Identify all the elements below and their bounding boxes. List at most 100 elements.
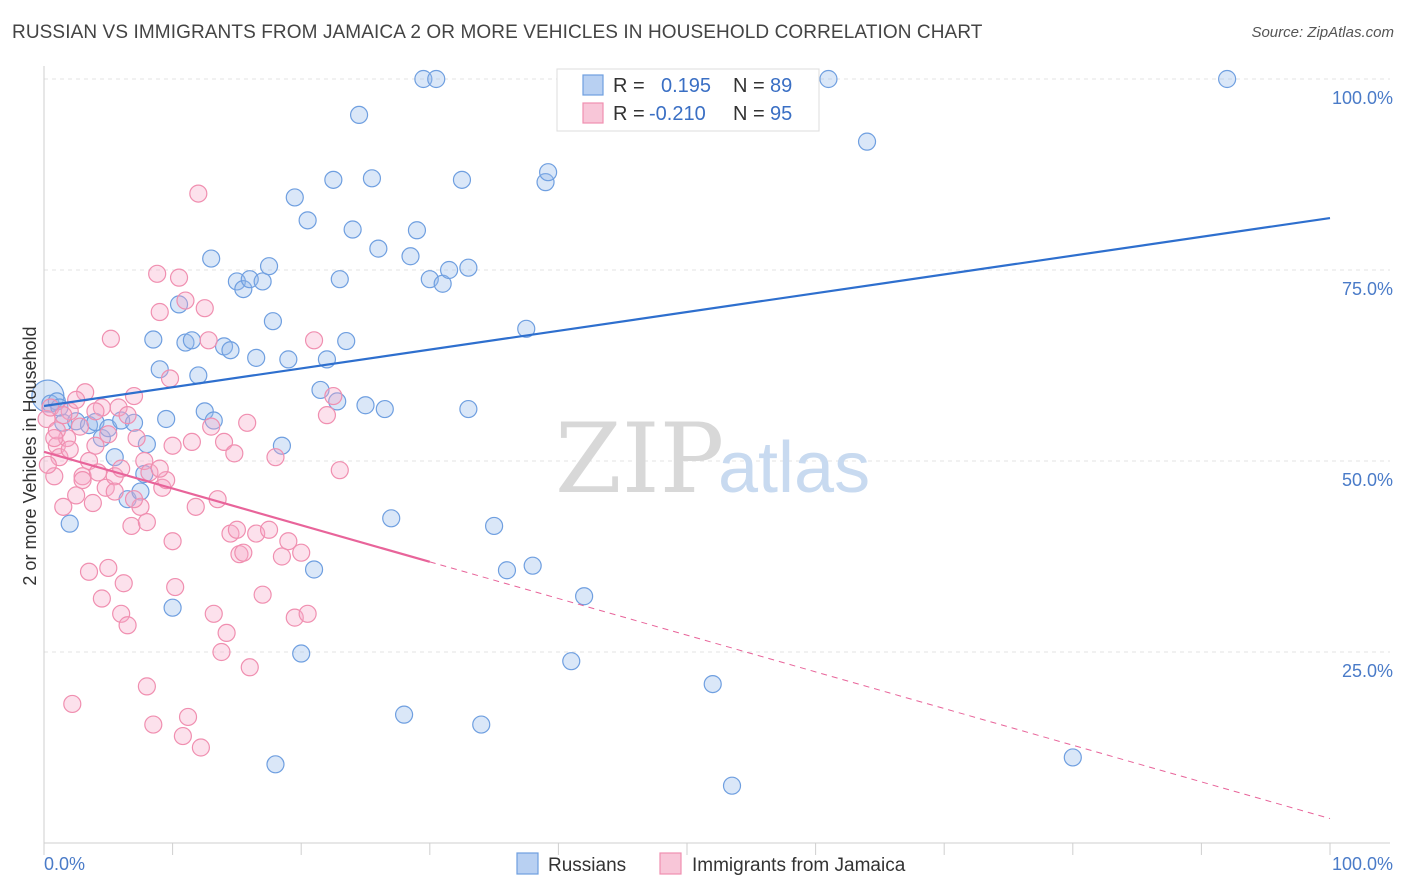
russians-point-62: [427, 69, 446, 89]
russians-point-42: [298, 211, 317, 230]
jamaica-point-71: [292, 543, 311, 562]
russians-point-49: [337, 331, 356, 351]
russians-point-40: [285, 188, 304, 207]
grid-lines: [44, 78, 1390, 653]
jamaica-point-40: [166, 577, 185, 597]
russians-point-56: [382, 509, 401, 528]
legend-n-value-1: 89: [770, 75, 792, 97]
russians-point-33: [247, 348, 266, 367]
jamaica-point-20: [101, 329, 120, 348]
russians-point-75: [562, 652, 581, 671]
stats-legend: R = 0.195 N = 89 R = -0.210 N = 95: [556, 68, 820, 132]
russians-point-59: [407, 221, 427, 240]
jamaica-point-86: [150, 459, 169, 478]
jamaica-point-31: [137, 677, 156, 696]
russians-point-35: [259, 257, 279, 276]
russians-point-26: [202, 249, 221, 268]
bottom-legend-jamaica: Immigrants from Jamaica: [692, 855, 906, 876]
russians-point-74: [539, 163, 558, 182]
jamaica-point-61: [234, 543, 253, 562]
russians-point-18: [150, 360, 169, 379]
bottom-legend-russians: Russians: [548, 855, 626, 876]
russians-point-20: [163, 598, 182, 617]
russians-point-72: [523, 556, 542, 575]
jamaica-point-72: [298, 604, 317, 623]
jamaica-point-45: [182, 432, 201, 451]
axes: [43, 66, 1390, 855]
legend-r-value-1: 0.195: [661, 75, 711, 97]
jamaica-point-54: [212, 642, 231, 662]
russians-point-17: [144, 330, 163, 349]
russians-point-85: [857, 132, 877, 151]
jamaica-point-94: [105, 482, 124, 501]
jamaica-point-42: [173, 726, 192, 746]
jamaica-point-74: [317, 406, 337, 425]
legend-r-value-2: -0.210: [649, 103, 706, 125]
jamaica-point-84: [124, 490, 144, 509]
trend-lines: [43, 216, 1331, 820]
jamaica-point-43: [176, 291, 195, 310]
source-label: Source: ZipAtlas.com: [1251, 24, 1394, 41]
jamaica-point-34: [148, 264, 167, 283]
russians-point-87: [1218, 69, 1237, 89]
jamaica-point-92: [54, 406, 73, 425]
jamaica-point-66: [259, 520, 279, 539]
russians-point-51: [349, 105, 369, 125]
legend-r-label-2: R =: [613, 103, 645, 125]
jamaica-point-19: [99, 558, 118, 578]
jamaica-point-39: [163, 532, 182, 551]
jamaica-point-11: [73, 467, 92, 486]
jamaica-point-9: [67, 486, 86, 505]
jamaica-point-46: [186, 497, 205, 516]
jamaica-point-21: [105, 467, 124, 486]
jamaica-point-38: [160, 369, 180, 388]
russians-point-46: [324, 170, 343, 189]
jamaica-point-15: [86, 436, 105, 455]
x-tick-label-1: 100.0%: [1332, 854, 1393, 874]
russians-point-52: [356, 396, 375, 415]
jamaica-point-49: [195, 299, 214, 318]
russians-point-41: [292, 644, 311, 663]
russians-point-84: [819, 69, 838, 89]
watermark-atlas: atlas: [718, 428, 870, 508]
russians-point-13: [124, 413, 144, 432]
russians-point-66: [459, 258, 478, 277]
jamaica-point-52: [204, 604, 223, 623]
jamaica-point-80: [73, 471, 92, 490]
russians-point-10: [105, 448, 124, 467]
russians-point-86: [1063, 748, 1082, 767]
russians-point-67: [459, 399, 478, 419]
jamaica-point-67: [266, 448, 285, 467]
russians-point-37: [266, 755, 285, 774]
jamaica-point-93: [45, 428, 64, 448]
y-tick-label-3: 100.0%: [1332, 88, 1393, 108]
jamaica-point-73: [304, 331, 324, 350]
russians-point-69: [485, 516, 504, 536]
russians-point-71: [517, 319, 536, 338]
jamaica-point-87: [163, 436, 182, 455]
jamaica-point-33: [144, 715, 163, 734]
russians-point-60: [414, 69, 433, 89]
jamaica-point-25: [118, 406, 137, 425]
jamaica-point-76: [330, 461, 349, 480]
jamaica-point-7: [60, 440, 79, 459]
jamaica-point-48: [191, 738, 210, 757]
russians-point-48: [330, 270, 349, 289]
legend-n-value-2: 95: [770, 103, 792, 125]
jamaica-point-68: [272, 547, 292, 566]
jamaica-point-51: [202, 417, 221, 436]
jamaica-point-8: [63, 694, 82, 714]
tick-labels: 25.0% 50.0% 75.0% 100.0% 0.0% 100.0%: [44, 88, 1393, 874]
y-tick-label-0: 25.0%: [1342, 661, 1393, 681]
russians-point-64: [439, 260, 459, 280]
legend-swatch-pink: [582, 102, 604, 124]
russians-point-38: [272, 436, 292, 455]
jamaica-point-27: [124, 386, 144, 406]
series-legend: Russians Immigrants from Jamaica: [516, 852, 906, 876]
bottom-legend-swatch-jamaica: [659, 852, 682, 875]
jamaica-point-63: [240, 658, 259, 677]
russians-point-36: [263, 312, 283, 331]
russians-point-23: [182, 331, 201, 350]
russians-point-76: [575, 587, 594, 606]
x-tick-label-0: 0.0%: [44, 854, 85, 874]
